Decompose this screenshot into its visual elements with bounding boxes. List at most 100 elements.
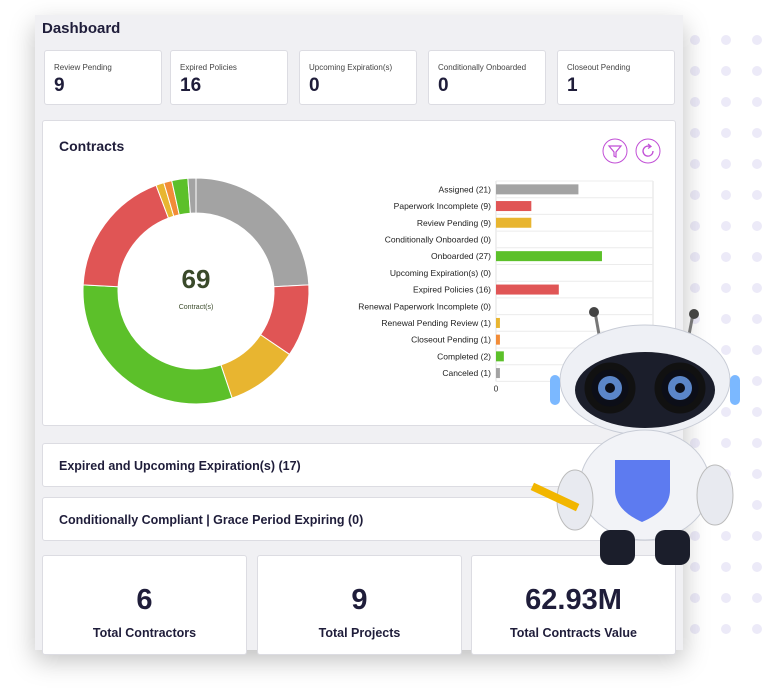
dot [752,593,762,603]
donut-slice [187,177,197,214]
dot [752,376,762,386]
total-label: Total Contracts Value [510,626,637,640]
dot [721,593,731,603]
stat-card[interactable]: Upcoming Expiration(s) 0 [299,50,417,105]
total-card: 62.93M Total Contracts Value [471,555,676,655]
y-tick-label: Closeout Pending (1) [411,335,491,345]
y-tick-label: Renewal Pending Review (1) [381,318,491,328]
y-tick-label: Conditionally Onboarded (0) [385,234,491,244]
y-tick-label: Expired Policies (16) [413,285,491,295]
dot [721,531,731,541]
panel-title: Expired and Upcoming Expiration(s) (17) [59,459,301,473]
dot [721,252,731,262]
dot [690,252,700,262]
dot [721,35,731,45]
dot [752,562,762,572]
dot [752,190,762,200]
dot [752,531,762,541]
bar [496,317,500,328]
dot [752,407,762,417]
stat-value: 9 [54,75,65,96]
dot [721,128,731,138]
stat-label: Upcoming Expiration(s) [309,63,393,72]
bar [496,351,504,362]
x-tick-label: 0 [494,384,499,393]
dot [690,221,700,231]
contracts-chart: Contracts 69 Contract(s) 0 Assigned (21) P… [59,138,661,405]
bar [496,217,532,228]
donut-total-label: Contract(s) [179,304,214,311]
dot [690,562,700,572]
dot [752,35,762,45]
dot [752,97,762,107]
donut-slice [195,177,310,288]
bar [496,251,602,262]
filter-icon[interactable] [602,138,628,164]
dot [721,624,731,634]
stat-card[interactable]: Expired Policies 16 [170,50,288,105]
stat-card[interactable]: Conditionally Onboarded 0 [428,50,546,105]
total-card: 6 Total Contractors [42,555,247,655]
dot [690,190,700,200]
dot [752,128,762,138]
dot [752,345,762,355]
dot [721,562,731,572]
dot [752,221,762,231]
dot [752,66,762,76]
donut-slice [82,184,170,288]
stat-card[interactable]: Closeout Pending 1 [557,50,675,105]
dot [690,35,700,45]
dot [721,221,731,231]
bar [496,184,579,195]
dot [690,283,700,293]
bar [496,284,559,295]
y-tick-label: Completed (2) [437,351,491,361]
dot [721,314,731,324]
dot [690,531,700,541]
dot [690,128,700,138]
stat-value: 0 [309,75,320,96]
dot [690,593,700,603]
grace-panel[interactable]: Conditionally Compliant | Grace Period E… [42,497,676,541]
refresh-icon[interactable] [635,138,661,164]
stat-label: Conditionally Onboarded [438,63,527,72]
stat-value: 16 [180,75,202,96]
total-value: 9 [351,584,368,616]
y-tick-label: Paperwork Incomplete (9) [394,201,491,211]
bar [496,201,532,212]
dot [752,252,762,262]
y-tick-label: Upcoming Expiration(s) (0) [390,268,491,278]
dot [690,159,700,169]
total-label: Total Projects [318,626,401,640]
bar [496,368,500,379]
dot [752,500,762,510]
dot [721,190,731,200]
donut-slice [82,284,233,405]
refresh-button[interactable] [635,138,661,164]
y-tick-label: Renewal Paperwork Incomplete (0) [358,301,491,311]
total-label: Total Contractors [92,626,197,640]
dot [690,97,700,107]
dot [721,97,731,107]
bar [496,334,500,345]
dot [690,624,700,634]
contracts-title: Contracts [59,138,125,154]
dot [721,159,731,169]
dot [752,438,762,448]
dot [752,283,762,293]
stat-card[interactable]: Review Pending 9 [44,50,162,105]
y-tick-label: Canceled (1) [442,368,491,378]
dot [690,438,700,448]
panel-title: Conditionally Compliant | Grace Period E… [59,513,364,527]
total-card: 9 Total Projects [257,555,462,655]
dot [690,66,700,76]
dot [752,469,762,479]
dot [721,407,731,417]
filter-button[interactable] [602,138,628,164]
y-tick-label: Onboarded (27) [431,251,491,261]
y-tick-label: Review Pending (9) [417,218,491,228]
stat-label: Review Pending [54,63,112,72]
dot [721,66,731,76]
